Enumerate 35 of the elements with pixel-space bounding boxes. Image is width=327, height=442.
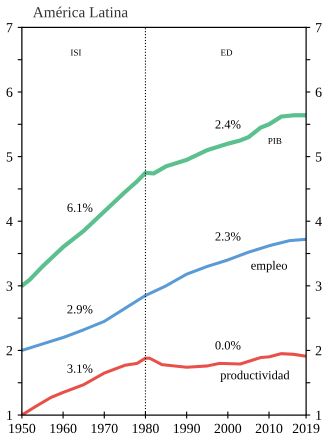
annotation: empleo (251, 260, 288, 272)
y-tick-label: 3 (6, 281, 12, 291)
x-tick-label: 2010 (256, 424, 282, 434)
x-tick-label: 1970 (92, 424, 118, 434)
annotation: 2.4% (215, 120, 241, 129)
x-tick-label: 2000 (214, 424, 242, 434)
y2-tick-label: 3 (316, 281, 322, 291)
y2-tick-label: 5 (316, 152, 322, 162)
annotation: 3.1% (67, 364, 92, 373)
y-tick-label: 2 (6, 346, 12, 356)
y2-tick-label: 4 (315, 216, 322, 226)
x-tick-label: 1950 (9, 424, 36, 434)
y2-tick-label: 6 (316, 88, 322, 97)
y-tick-label: 4 (6, 216, 13, 226)
annotation: PIB (268, 138, 282, 144)
y-tick-label: 5 (6, 152, 12, 162)
x-tick-label: 1990 (174, 424, 200, 434)
annotation: 6.1% (67, 204, 92, 212)
annotation: 0.0% (215, 341, 241, 350)
annotation: ISI (70, 50, 82, 56)
annotation: ED (220, 50, 232, 56)
y-tick-label: 7 (6, 23, 12, 32)
x-tick-label: 1960 (50, 424, 76, 434)
y-tick-label: 1 (7, 410, 12, 420)
y2-tick-label: 1 (316, 410, 322, 420)
x-tick-label: 2019 (292, 424, 320, 434)
y-tick-label: 6 (6, 88, 12, 97)
annotation: 2.3% (215, 232, 241, 241)
x-tick-label: 1980 (132, 424, 159, 434)
y2-tick-label: 2 (316, 346, 322, 356)
line-series (22, 113, 306, 288)
chart-title: América Latina (32, 6, 128, 18)
annotation: 2.9% (67, 305, 92, 314)
annotation: productividad (220, 370, 290, 382)
y2-tick-label: 7 (316, 23, 322, 32)
